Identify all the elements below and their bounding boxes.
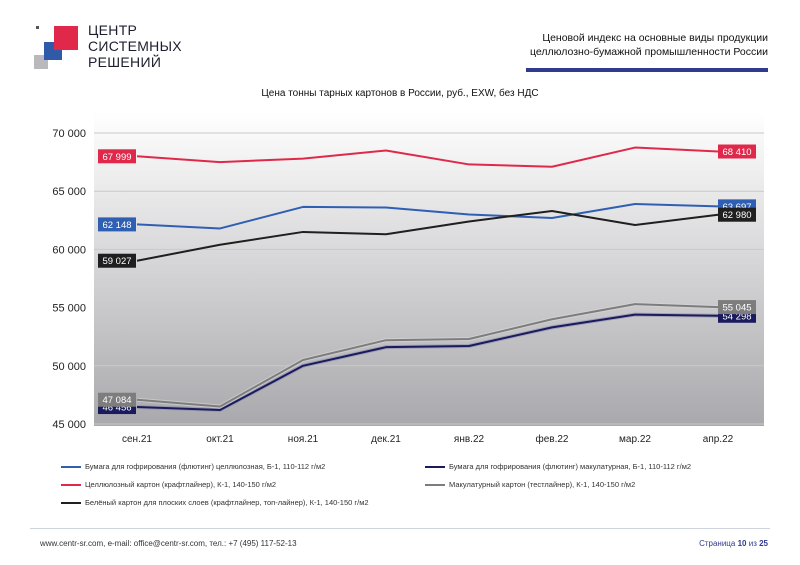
y-tick-label: 60 000	[52, 244, 86, 256]
data-label-text: 46 456	[102, 403, 131, 414]
data-label-first: 59 027	[98, 253, 136, 268]
logo-mark-icon	[34, 26, 78, 69]
data-label-box	[718, 144, 756, 159]
company-logo: ЦЕНТР СИСТЕМНЫХ РЕШЕНИЙ	[30, 20, 230, 80]
data-label-last: 68 410	[718, 144, 756, 159]
data-label-text: 54 298	[722, 311, 751, 322]
legend-item-fluting-cellulose: Бумага для гофрирования (флютинг) целлюл…	[61, 462, 325, 471]
data-label-box	[98, 217, 136, 232]
data-label-text: 62 980	[722, 210, 751, 221]
logo-line-1: ЦЕНТР	[88, 22, 138, 38]
x-tick-label: окт.21	[206, 434, 234, 445]
page-number: Страница 10 из 25	[699, 539, 768, 548]
logo-text: ЦЕНТР СИСТЕМНЫХ РЕШЕНИЙ	[88, 22, 182, 70]
data-label-text: 47 084	[102, 395, 131, 406]
data-label-text: 55 045	[722, 303, 751, 314]
legend-label: Бумага для гофрирования (флютинг) целлюл…	[85, 462, 326, 471]
data-label-first: 62 148	[98, 217, 136, 232]
logo-dot-square	[36, 26, 39, 29]
series-line	[136, 209, 719, 262]
data-label-last: 55 045	[718, 300, 756, 315]
x-tick-label: янв.22	[454, 434, 485, 445]
x-tick-label: ноя.21	[288, 434, 319, 445]
y-tick-label: 65 000	[52, 186, 86, 198]
data-label-text: 68 410	[722, 147, 751, 158]
chart-title: Цена тонны тарных картонов в России, руб…	[261, 88, 539, 99]
x-tick-label: фев.22	[535, 433, 568, 445]
legend-label: Белёный картон для плоских слоев (крафтл…	[85, 498, 369, 507]
x-tick-label: апр.22	[703, 434, 734, 445]
grid-lines	[94, 132, 764, 425]
logo-line-2: СИСТЕМНЫХ	[88, 38, 182, 54]
page-total: 25	[759, 539, 768, 548]
y-tick-label: 45 000	[52, 419, 86, 431]
data-label-first: 47 084	[98, 392, 136, 407]
legend-swatch	[425, 483, 445, 486]
legend-swatch	[425, 465, 445, 468]
series-line	[136, 203, 719, 230]
data-label-box	[98, 253, 136, 268]
plot-area-background	[94, 112, 764, 426]
data-label-box	[718, 300, 756, 315]
footer-contacts: www.centr-sr.com, e-mail: office@centr-s…	[40, 539, 297, 548]
document-title-line-1: Ценовой индекс на основные виды продукци…	[542, 32, 768, 44]
data-label-text: 62 148	[102, 220, 131, 231]
y-tick-label: 55 000	[52, 303, 86, 315]
page-of: из	[748, 539, 757, 548]
x-tick-label: дек.21	[371, 434, 401, 445]
legend-swatch	[61, 501, 81, 504]
data-label-box	[98, 392, 136, 407]
legend-swatch	[61, 483, 81, 486]
x-axis-tick-labels: сен.21 окт.21 ноя.21 дек.21 янв.22 фев.22 мар.…	[122, 433, 734, 445]
data-label-box	[718, 207, 756, 222]
data-label-text: 59 027	[102, 256, 131, 267]
legend-item-white-top: Белёный картон для плоских слоев (крафтл…	[61, 498, 369, 507]
header-accent-bar	[526, 68, 768, 72]
data-label-text: 63 697	[722, 202, 751, 213]
legend-label: Макулатурный картон (тестлайнер), К-1, 1…	[449, 480, 636, 489]
legend-swatch	[61, 465, 81, 468]
data-label-box	[98, 149, 136, 164]
data-label-text: 67 999	[102, 152, 131, 163]
footer-divider	[30, 528, 770, 529]
page-current: 10	[737, 539, 747, 548]
y-axis-tick-labels: 45 000 50 000 55 000 60 000 65 000 70 000	[52, 128, 86, 431]
y-tick-label: 50 000	[52, 361, 86, 373]
legend-item-kraftliner: Целлюлозный картон (крафтлайнер), К-1, 1…	[61, 480, 276, 489]
data-labels: 62 148 63 697 46 456 54 298 67 999 68 410 47 0…	[98, 144, 756, 415]
series-line	[136, 303, 719, 408]
x-tick-label: сен.21	[122, 434, 152, 445]
legend-label: Целлюлозный картон (крафтлайнер), К-1, 1…	[85, 480, 277, 489]
legend-label: Бумага для гофрирования (флютинг) макула…	[449, 462, 692, 471]
page-word: Страница	[699, 539, 736, 548]
document-title: Ценовой индекс на основные виды продукци…	[438, 31, 768, 59]
series-line	[136, 146, 719, 168]
series-lines	[136, 146, 719, 413]
legend-item-fluting-waste: Бумага для гофрирования (флютинг) макула…	[425, 462, 691, 471]
series-line	[136, 313, 719, 412]
logo-red-square	[54, 26, 78, 50]
data-label-last: 62 980	[718, 207, 756, 222]
document-title-line-2: целлюлозно-бумажной промышленности Росси…	[529, 46, 768, 58]
data-label-first: 67 999	[98, 149, 136, 164]
legend-item-testliner: Макулатурный картон (тестлайнер), К-1, 1…	[425, 480, 635, 489]
y-tick-label: 70 000	[52, 128, 86, 140]
x-tick-label: мар.22	[619, 434, 651, 445]
chart-legend: Бумага для гофрирования (флютинг) целлюл…	[55, 458, 775, 518]
logo-line-3: РЕШЕНИЙ	[88, 54, 162, 70]
